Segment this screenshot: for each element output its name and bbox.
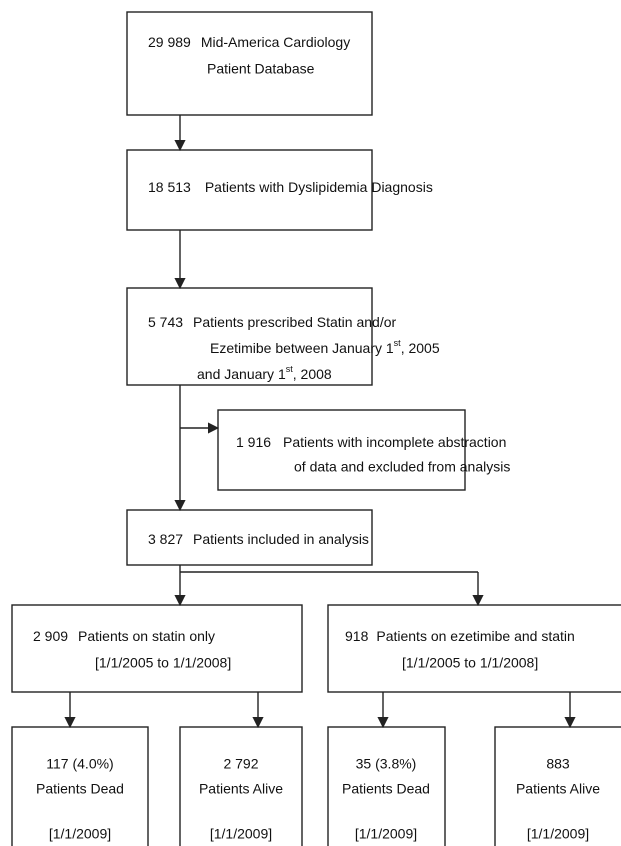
box [11,726,149,846]
label: Patients prescribed Statin and/or [193,314,396,330]
box [11,604,303,693]
node-text: 918 Patients on ezetimibe and statin [345,628,575,644]
count: 29 989 [148,34,191,50]
node-text: 3 827 Patients included in analysis [148,531,369,547]
label: Patients Dead [36,781,124,797]
label-part: Ezetimibe between January 1 [210,340,394,356]
label: Patients included in analysis [193,531,369,547]
label: of data and excluded from analysis [294,459,510,475]
box [327,604,621,693]
box [126,149,373,231]
node-text: 2 909 Patients on statin only [33,628,215,644]
label: [1/1/2005 to 1/1/2008] [95,655,231,671]
count: 5 743 [148,314,183,330]
node-text: 5 743 Patients prescribed Statin and/or [148,314,397,330]
box [126,11,373,116]
label: [1/1/2009] [210,826,272,842]
label: [1/1/2009] [355,826,417,842]
label-part: , 2008 [293,366,332,382]
label: Ezetimibe between January 1st, 2005 [210,338,440,355]
label-part: , 2005 [401,340,440,356]
count: 2 792 [223,756,258,772]
superscript: st [394,338,402,348]
count: 3 827 [148,531,183,547]
label: Patients on statin only [78,628,215,644]
label-part: and January 1 [197,366,286,382]
label: and January 1st, 2008 [197,364,332,381]
label: [1/1/2009] [527,826,589,842]
label: [1/1/2005 to 1/1/2008] [402,655,538,671]
box [494,726,621,846]
label: Patients with incomplete abstraction [283,434,506,450]
count: 117 (4.0%) [46,756,113,772]
label: Patients with Dyslipidemia Diagnosis [205,179,433,195]
label: Patients on ezetimibe and statin [376,628,574,644]
box [126,287,373,386]
box [179,726,303,846]
box [327,726,446,846]
count: 883 [546,756,570,772]
count: 1 916 [236,434,271,450]
label: Patient Database [207,61,315,77]
count: 18 513 [148,179,191,195]
node-text: 1 916 Patients with incomplete abstractio… [236,434,506,450]
node-text: 29 989 Mid-America Cardiology [148,34,350,50]
node-text: 18 513 Patients with Dyslipidemia Diagnos… [148,179,433,195]
count: 918 [345,628,369,644]
label: Patients Dead [342,781,430,797]
box [217,409,466,491]
box [126,509,373,566]
label: [1/1/2009] [49,826,111,842]
count: 35 (3.8%) [356,756,417,772]
count: 2 909 [33,628,68,644]
label: Patients Alive [199,781,283,797]
label: Mid-America Cardiology [201,34,350,50]
label: Patients Alive [516,781,600,797]
superscript: st [286,364,294,374]
